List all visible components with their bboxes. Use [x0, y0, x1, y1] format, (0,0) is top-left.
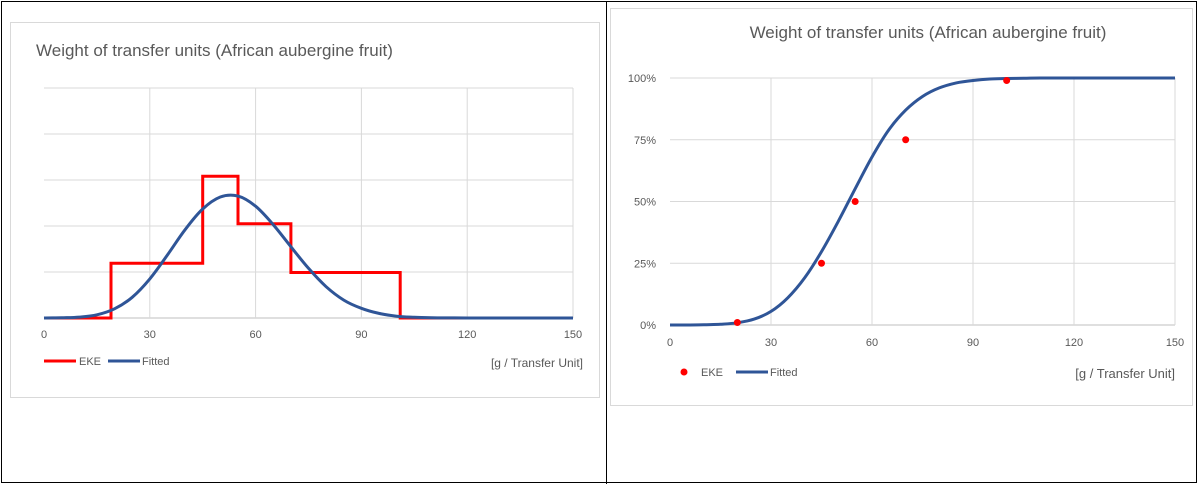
series-fitted [43, 193, 573, 320]
x-tick-label: 60 [866, 337, 878, 349]
legend-fitted-label: Fitted [142, 356, 170, 368]
eke-point [818, 259, 825, 267]
x-tick-label: 30 [765, 337, 777, 349]
eke-point [733, 319, 741, 327]
chart-frame-left [10, 22, 600, 398]
x-tick-label: 120 [1065, 337, 1083, 349]
y-tick-label: 75% [634, 135, 656, 147]
pdf-chart: Weight of transfer units (African auberg… [36, 41, 583, 370]
x-tick-label: 120 [458, 329, 476, 341]
chart-title: Weight of transfer units (African auberg… [36, 41, 393, 60]
x-tick-label: 30 [144, 329, 156, 341]
eke-point [902, 136, 910, 144]
legend-eke-label: EKE [79, 356, 101, 368]
x-tick-label: 90 [355, 329, 367, 341]
y-tick-label: 100% [628, 73, 656, 85]
legend-fitted-label: Fitted [770, 367, 798, 379]
fitted-line [43, 193, 573, 320]
x-tick-label: 0 [667, 337, 673, 349]
y-tick-label: 0% [640, 320, 656, 332]
chart-frame-right [610, 8, 1193, 406]
chart-title: Weight of transfer units (African auberg… [750, 23, 1107, 42]
grid [670, 77, 1176, 326]
legend-eke-swatch [680, 368, 688, 376]
eke-point [851, 198, 859, 205]
series-eke [733, 76, 1011, 327]
x-tick-labels: 0 30 60 90 120 150 [41, 329, 582, 341]
x-axis-label: [g / Transfer Unit] [491, 356, 583, 370]
eke-point [1003, 76, 1011, 84]
x-tick-label: 90 [967, 337, 979, 349]
x-tick-label: 0 [41, 329, 47, 341]
x-tick-label: 150 [1166, 337, 1184, 349]
series-eke [44, 174, 573, 320]
legend: EKE Fitted [44, 356, 170, 368]
x-tick-label: 60 [249, 329, 261, 341]
y-tick-labels: 0% 25% 50% 75% 100% [628, 73, 656, 332]
x-tick-labels: 0 30 60 90 120 150 [667, 337, 1184, 349]
y-tick-label: 50% [634, 197, 656, 209]
eke-step-line [44, 174, 573, 320]
x-tick-label: 150 [564, 329, 582, 341]
y-tick-label: 25% [634, 258, 656, 270]
legend-eke-label: EKE [701, 367, 723, 379]
legend: EKE Fitted [680, 367, 798, 379]
x-axis-label: [g / Transfer Unit] [1075, 366, 1175, 381]
panel-divider [606, 1, 607, 484]
